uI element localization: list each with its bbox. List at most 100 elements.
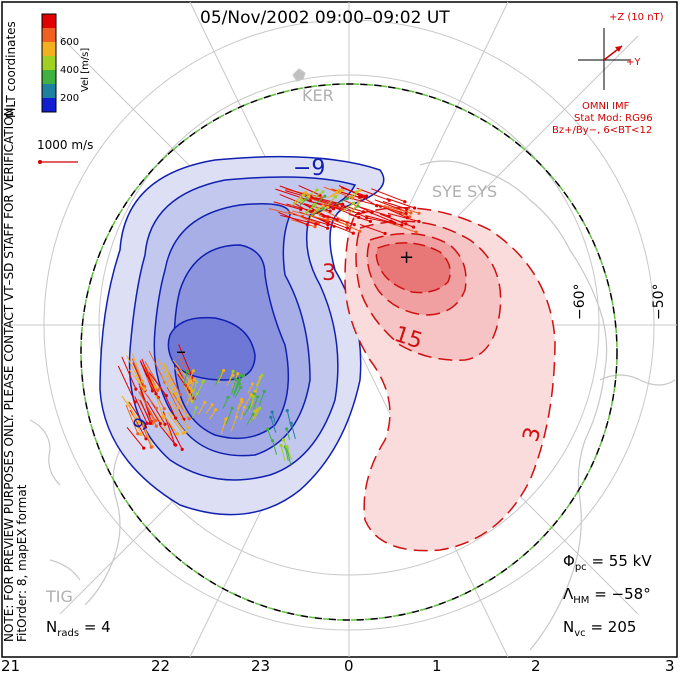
velocity-vector (208, 409, 217, 420)
stat-model-line1: Stat Mod: RG96 (574, 113, 653, 124)
stat-lambda-symbol: Λ (563, 585, 574, 603)
colorbar-seg-5 (42, 84, 56, 98)
velocity-vector (234, 387, 242, 399)
velocity-vector-origin (262, 389, 266, 393)
velocity-vector-origin (270, 410, 274, 414)
velocity-vector-origin (194, 406, 198, 410)
velocity-vector-origin (236, 372, 240, 376)
velocity-vector-origin (236, 378, 240, 382)
velocity-vector-origin (253, 409, 257, 413)
velocity-vector-origin (158, 422, 162, 426)
velocity-vector-origin (156, 388, 160, 392)
colorbar-seg-3 (42, 56, 56, 70)
velocity-vector-origin (326, 223, 330, 227)
velocity-vector-origin (321, 204, 325, 208)
velocity-vector-origin (256, 395, 260, 399)
velocity-scale-label: 1000 m/s (37, 138, 94, 152)
velocity-vector (237, 375, 244, 386)
velocity-vector (383, 205, 412, 214)
velocity-vector-origin (351, 201, 355, 205)
velocity-vector (351, 189, 361, 199)
velocity-vector (386, 197, 415, 209)
mlt-tick-1: 1 (432, 657, 442, 675)
velocity-vector-origin (335, 218, 339, 222)
velocity-vector-origin (239, 385, 243, 390)
stat-lambda-hm: ΛHM = −58° (563, 585, 651, 606)
velocity-vector (326, 222, 354, 234)
neg-fill-5 (167, 316, 256, 381)
velocity-vector-origin (240, 397, 244, 401)
velocity-vector-origin (260, 373, 264, 377)
velocity-vector (366, 217, 402, 226)
colorbar-frame (41, 13, 57, 113)
velocity-vector (139, 360, 153, 392)
mlt-tick-0: 0 (344, 657, 354, 675)
coastline-antarctica-west (84, 449, 121, 606)
station-ker: KER (302, 86, 334, 105)
velocity-vector-origin (149, 445, 153, 449)
velocity-vector (282, 439, 289, 450)
velocity-vector (169, 411, 186, 433)
velocity-vector-origin (315, 188, 319, 192)
velocity-vector (326, 191, 337, 199)
velocity-vector (186, 390, 193, 406)
velocity-vector (121, 356, 137, 390)
velocity-vector (222, 418, 228, 429)
velocity-vector (271, 411, 276, 423)
velocity-vector (185, 380, 192, 390)
velocity-vector (246, 414, 254, 425)
velocity-vector (304, 204, 315, 215)
colorbar-tick-400: 400 (60, 65, 80, 76)
station-sye-sys: SYE SYS (432, 182, 498, 201)
velocity-vector (128, 369, 145, 390)
velocity-vector-origin (148, 421, 152, 425)
velocity-vector (215, 370, 223, 386)
velocity-vector (379, 204, 410, 218)
velocity-vector (286, 428, 291, 440)
preview-note-line2: FitOrder: 8, mapEX format (15, 484, 29, 642)
velocity-vector (286, 410, 292, 428)
velocity-vector (192, 407, 197, 419)
imf-clock (578, 28, 630, 90)
velocity-vector (371, 188, 406, 203)
velocity-vector-origin (323, 194, 327, 198)
velocity-vector (349, 213, 371, 222)
velocity-vector-origin (258, 406, 262, 410)
velocity-vector (290, 423, 296, 440)
velocity-vector-origin (300, 198, 304, 202)
stat-phi-symbol: Φ (563, 552, 575, 570)
velocity-vector (132, 362, 146, 391)
velocity-vector (392, 218, 414, 228)
velocity-vector (164, 362, 179, 400)
plot-frame (1, 1, 678, 658)
velocity-vector (161, 376, 179, 409)
velocity-vector-origin (358, 229, 362, 233)
velocity-vector-origin (241, 373, 245, 377)
velocity-vector (280, 445, 286, 461)
velocity-vector (233, 380, 239, 395)
velocity-vector (305, 189, 318, 198)
velocity-vector (306, 209, 338, 221)
velocity-vector (132, 353, 143, 382)
velocity-vector (255, 375, 263, 391)
velocity-vector (299, 196, 310, 204)
graticule (2, 1, 677, 658)
imf-z-label: +Z (10 nT) (609, 12, 664, 23)
velocity-vector (198, 402, 206, 415)
velocity-vector-origin (356, 211, 361, 215)
velocity-vector (244, 394, 252, 406)
stat-nrads-subscript: rads (57, 628, 80, 639)
velocity-vector-origin (281, 438, 285, 442)
stat-n-vc: Nvc = 205 (563, 618, 636, 639)
velocity-vector (308, 197, 343, 210)
colorbar-tick-200: 200 (60, 93, 80, 104)
velocity-vector-origin (144, 437, 148, 441)
velocity-vector (168, 422, 183, 450)
velocity-vector-origin (234, 377, 238, 381)
velocity-vector-origin (414, 230, 418, 234)
velocity-vector-origin (184, 413, 188, 417)
velocity-vector-origin (150, 389, 155, 393)
velocity-vector-origin (368, 219, 372, 223)
velocity-vector-origin (191, 369, 195, 373)
